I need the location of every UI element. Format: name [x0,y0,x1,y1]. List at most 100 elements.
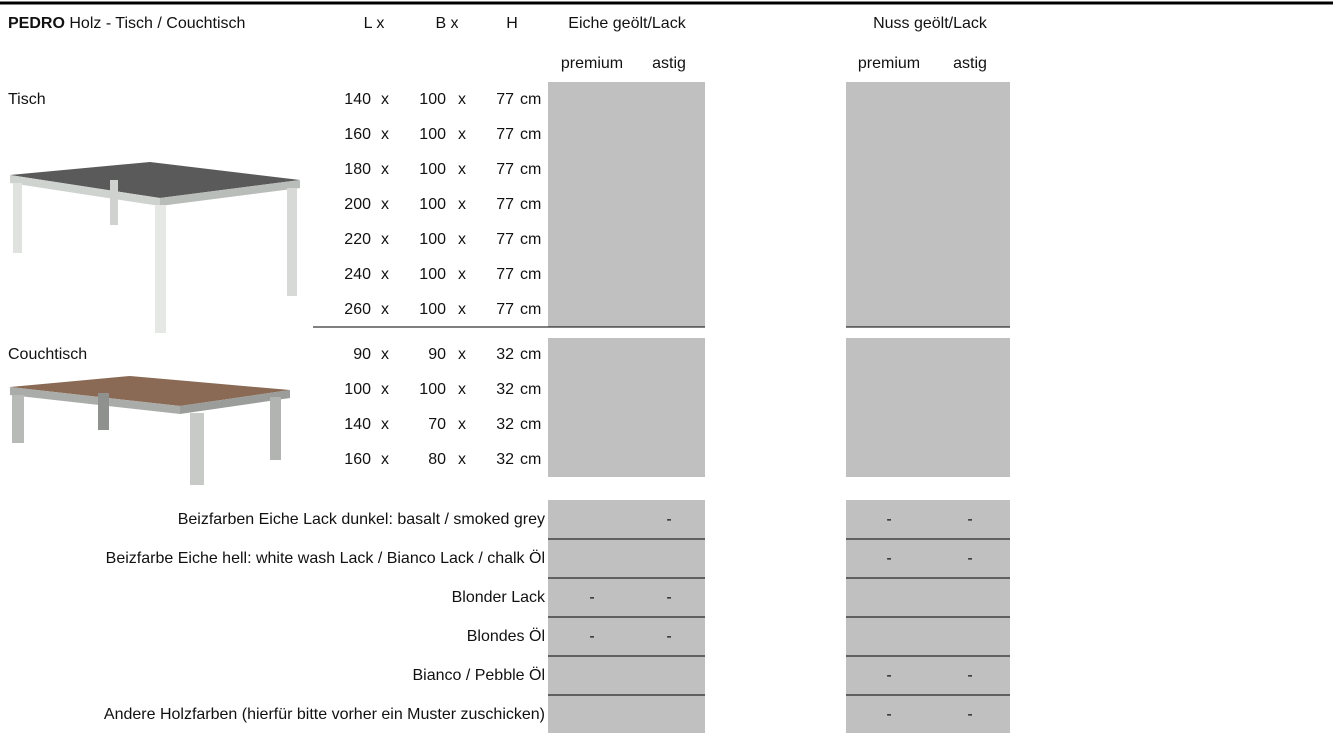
availability: - [589,628,594,645]
length: 220 [344,231,371,248]
times: x [381,301,389,318]
cell-block [548,82,705,327]
unit: cm [520,451,541,468]
availability: - [967,667,972,684]
group-header: Nuss geölt/Lack [873,15,988,32]
column-header: B x [435,15,458,32]
width: 100 [419,161,446,178]
content: L x B x H Eiche geölt/Lack premium astig Nuss … [8,15,1010,723]
availability: - [886,706,891,723]
length: 140 [344,91,371,108]
unit: cm [520,91,541,108]
coffee-table-image [10,376,290,485]
height: 77 [496,196,514,213]
finish-label: Bianco / Pebble Öl [412,666,545,684]
unit: cm [520,231,541,248]
times: x [381,161,389,178]
width: 80 [428,451,446,468]
times: x [381,196,389,213]
page-title: PEDRO Holz - Tisch / Couchtisch [8,15,245,32]
cell-block [846,338,1010,477]
table-image [10,162,300,333]
section-label: Tisch [8,91,46,108]
column-header: H [506,15,518,32]
section-label: Couchtisch [8,346,87,363]
length: 160 [344,126,371,143]
length: 200 [344,196,371,213]
length: 160 [344,451,371,468]
times: x [458,346,466,363]
cell-block [548,338,705,477]
height: 32 [496,416,514,433]
times: x [458,381,466,398]
width: 100 [419,231,446,248]
finish-label: Andere Holzfarben (hierfür bitte vorher … [104,706,545,723]
height: 77 [496,91,514,108]
times: x [381,231,389,248]
sub-header: astig [652,55,686,72]
height: 77 [496,301,514,318]
unit: cm [520,381,541,398]
length: 90 [353,346,371,363]
times: x [381,451,389,468]
length: 260 [344,301,371,318]
width: 100 [419,381,446,398]
times: x [458,266,466,283]
sub-header: astig [953,55,987,72]
times: x [381,91,389,108]
length: 180 [344,161,371,178]
finish-label: Beizfarben Eiche Lack dunkel: basalt / s… [178,511,545,528]
availability: - [886,667,891,684]
width: 70 [428,416,446,433]
cell-block [846,82,1010,327]
height: 32 [496,381,514,398]
height: 32 [496,346,514,363]
finish-label: Beizfarbe Eiche hell: white wash Lack / … [106,549,545,567]
width: 100 [419,91,446,108]
times: x [458,196,466,213]
times: x [458,161,466,178]
brand: PEDRO [8,15,65,32]
title: Holz - Tisch / Couchtisch [69,15,245,32]
times: x [381,416,389,433]
sub-header: premium [858,55,920,72]
unit: cm [520,196,541,213]
height: 77 [496,126,514,143]
times: x [458,231,466,248]
unit: cm [520,301,541,318]
height: 77 [496,161,514,178]
group-header: Eiche geölt/Lack [568,15,686,32]
sub-header: premium [561,55,623,72]
unit: cm [520,161,541,178]
times: x [381,126,389,143]
width: 100 [419,196,446,213]
times: x [458,301,466,318]
width: 100 [419,126,446,143]
unit: cm [520,416,541,433]
finish-label: Blondes Öl [467,627,545,645]
times: x [381,346,389,363]
times: x [458,126,466,143]
finish-label: Blonder Lack [452,589,546,606]
unit: cm [520,346,541,363]
availability: - [666,628,671,645]
unit: cm [520,126,541,143]
times: x [458,416,466,433]
column-header: L x [364,15,385,32]
height: 77 [496,266,514,283]
availability: - [666,511,671,528]
availability: - [886,511,891,528]
height: 32 [496,451,514,468]
width: 100 [419,266,446,283]
length: 100 [344,381,371,398]
width: 90 [428,346,446,363]
length: 140 [344,416,371,433]
availability: - [886,550,891,567]
availability: - [589,589,594,606]
times: x [381,266,389,283]
unit: cm [520,266,541,283]
availability: - [967,511,972,528]
length: 240 [344,266,371,283]
availability: - [967,550,972,567]
